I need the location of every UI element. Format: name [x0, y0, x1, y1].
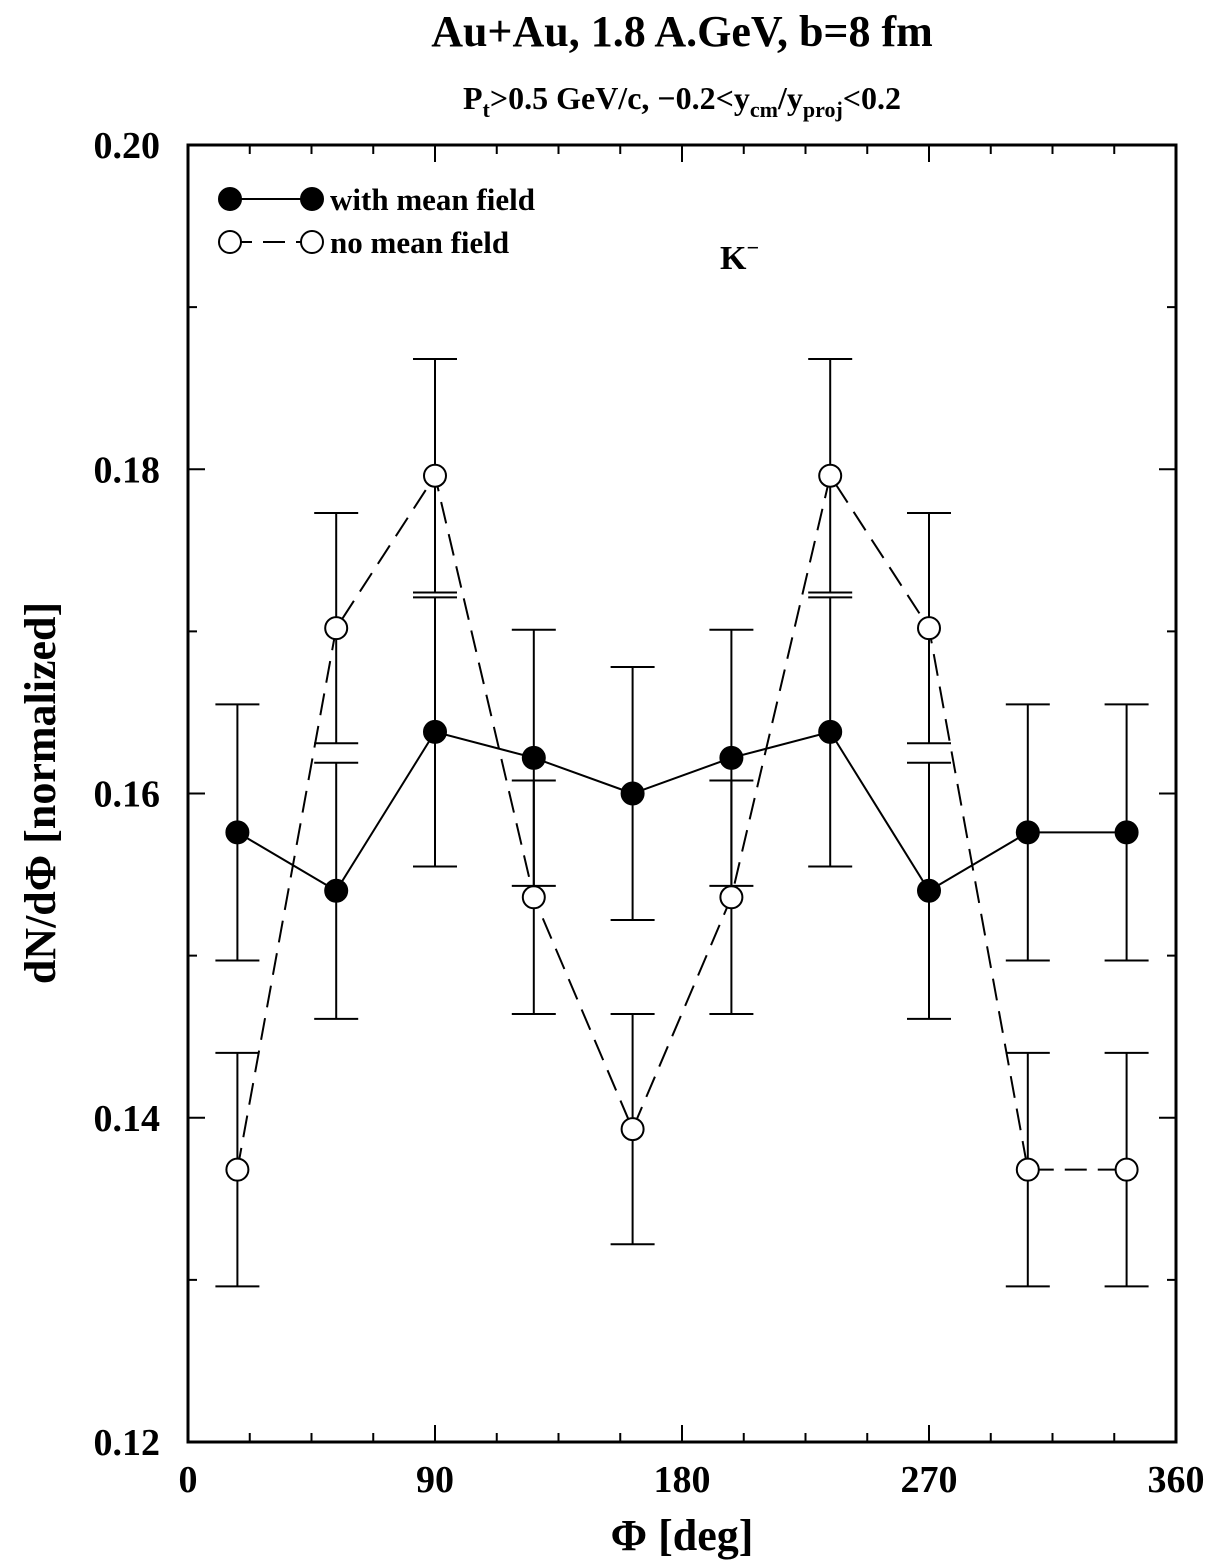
subtitle-pt: P — [462, 80, 483, 116]
y-axis-label: dN/dΦ [normalized] — [16, 602, 65, 984]
y-tick-label: 0.20 — [94, 125, 161, 167]
series-line-with-mean-field — [236, 730, 1127, 893]
filled-marker — [324, 878, 349, 903]
subtitle-proj: proj — [802, 97, 843, 122]
filled-marker — [818, 719, 843, 744]
subtitle-slash: /y — [777, 80, 803, 116]
error-bars — [215, 358, 1149, 1288]
tick-labels: 0 90 180 270 360 0.12 0.14 0.16 0.18 0.20 — [94, 125, 1205, 1501]
filled-marker — [423, 719, 447, 744]
x-axis-label: Φ [deg] — [611, 1511, 754, 1560]
open-marker — [620, 1117, 645, 1142]
y-tick-label: 0.16 — [94, 774, 161, 816]
x-tick-label: 90 — [416, 1459, 454, 1501]
y-tick-label: 0.12 — [94, 1422, 161, 1464]
x-tick-label: 180 — [654, 1459, 711, 1501]
series-line-no-mean-field — [236, 473, 1127, 1171]
subtitle-cm: cm — [749, 97, 778, 122]
open-marker — [1015, 1157, 1040, 1182]
legend-marker — [300, 230, 324, 254]
open-marker — [1114, 1157, 1139, 1182]
x-tick-label: 270 — [901, 1459, 958, 1501]
legend-marker — [300, 187, 324, 211]
open-marker — [225, 1157, 250, 1182]
chart-title: Au+Au, 1.8 A.GeV, b=8 fm — [431, 7, 933, 56]
legend-label: no mean field — [330, 225, 509, 260]
open-marker — [521, 885, 546, 910]
open-marker — [423, 463, 447, 488]
legend-marker — [218, 187, 242, 211]
subtitle-pt-index: t — [482, 97, 490, 122]
subtitle-mid: >0.5 GeV/c, −0.2<y — [489, 80, 750, 116]
series-lines — [236, 473, 1127, 1171]
open-marker — [324, 616, 349, 641]
chart-subtitle: Pt>0.5 GeV/c, −0.2<ycm/yproj<0.2 — [188, 80, 1176, 121]
annotation-base: K — [720, 240, 747, 277]
y-tick-label: 0.14 — [94, 1098, 161, 1140]
filled-marker — [1114, 820, 1139, 845]
legend: with mean field no mean field — [218, 182, 535, 260]
filled-marker — [917, 878, 941, 903]
x-tick-label: 360 — [1148, 1459, 1205, 1501]
filled-marker — [1015, 820, 1040, 845]
subtitle-end: <0.2 — [842, 80, 902, 116]
filled-marker — [225, 820, 250, 845]
open-marker — [917, 616, 941, 641]
x-tick-label: 0 — [179, 1459, 198, 1501]
axis-ticks — [187, 144, 1177, 1443]
open-marker — [719, 885, 744, 910]
filled-marker — [521, 745, 546, 770]
annotation-sup: − — [746, 235, 759, 260]
data-markers — [225, 463, 1139, 1182]
open-marker — [818, 463, 843, 488]
annotation-k-minus: K− — [720, 235, 759, 277]
filled-marker — [620, 781, 645, 806]
legend-marker — [218, 230, 242, 254]
filled-marker — [719, 745, 744, 770]
y-tick-label: 0.18 — [94, 449, 161, 491]
legend-label: with mean field — [330, 182, 535, 217]
